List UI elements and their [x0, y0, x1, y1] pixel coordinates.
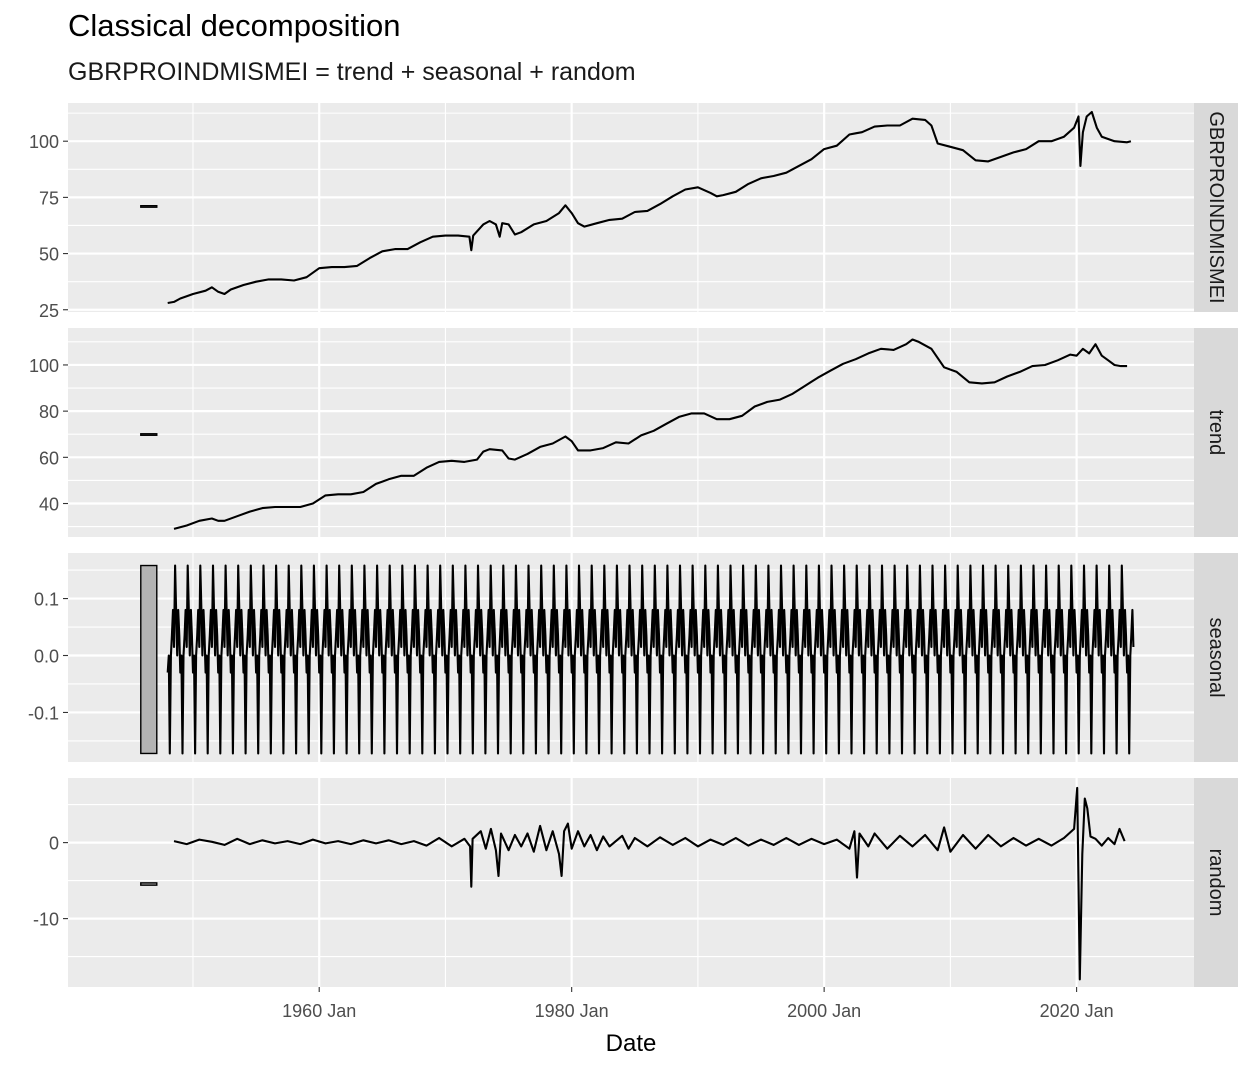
scale-bar [140, 882, 158, 886]
y-tick-label: 25 [39, 301, 59, 321]
chart-subtitle: GBRPROINDMISMEI = trend + seasonal + ran… [68, 58, 636, 86]
y-tick-label: 0.1 [34, 590, 59, 610]
strip-label-trend: trend [1205, 410, 1227, 456]
y-tick-label: 0.0 [34, 647, 59, 667]
chart-title: Classical decomposition [68, 8, 401, 43]
x-axis-label: Date [606, 1030, 657, 1057]
series-line-seasonal [166, 564, 1135, 755]
y-tick-label: 60 [39, 448, 59, 468]
x-tick-label: 1960 Jan [282, 1001, 356, 1021]
scale-bar [140, 564, 158, 755]
y-tick-label: 100 [29, 356, 59, 376]
series-line-trend [173, 338, 1128, 530]
panel-background [68, 328, 1194, 537]
y-tick-label: 100 [29, 132, 59, 152]
panel-background [68, 103, 1194, 312]
panel-background [68, 778, 1194, 987]
y-tick-label: 40 [39, 495, 59, 515]
strip-label-random: random [1205, 849, 1227, 917]
strip-label-series: GBRPROINDMISMEI [1205, 111, 1227, 303]
strip-background [1194, 103, 1238, 312]
series-line-random [173, 786, 1126, 981]
y-tick-label: 75 [39, 188, 59, 208]
y-tick-label: -10 [33, 910, 59, 930]
strip-background [1194, 328, 1238, 537]
y-tick-label: 50 [39, 245, 59, 265]
scale-bar [140, 433, 158, 436]
x-tick-label: 1980 Jan [535, 1001, 609, 1021]
y-tick-label: -0.1 [28, 703, 59, 723]
x-tick-label: 2020 Jan [1040, 1001, 1114, 1021]
series-line-GBRPROINDMISMEI [167, 110, 1132, 305]
scale-bar [140, 205, 158, 208]
strip-background [1194, 553, 1238, 762]
x-tick-label: 2000 Jan [787, 1001, 861, 1021]
strip-background [1194, 778, 1238, 987]
y-tick-label: 0 [49, 834, 59, 854]
y-tick-label: 80 [39, 402, 59, 422]
strip-label-seasonal: seasonal [1205, 617, 1227, 697]
